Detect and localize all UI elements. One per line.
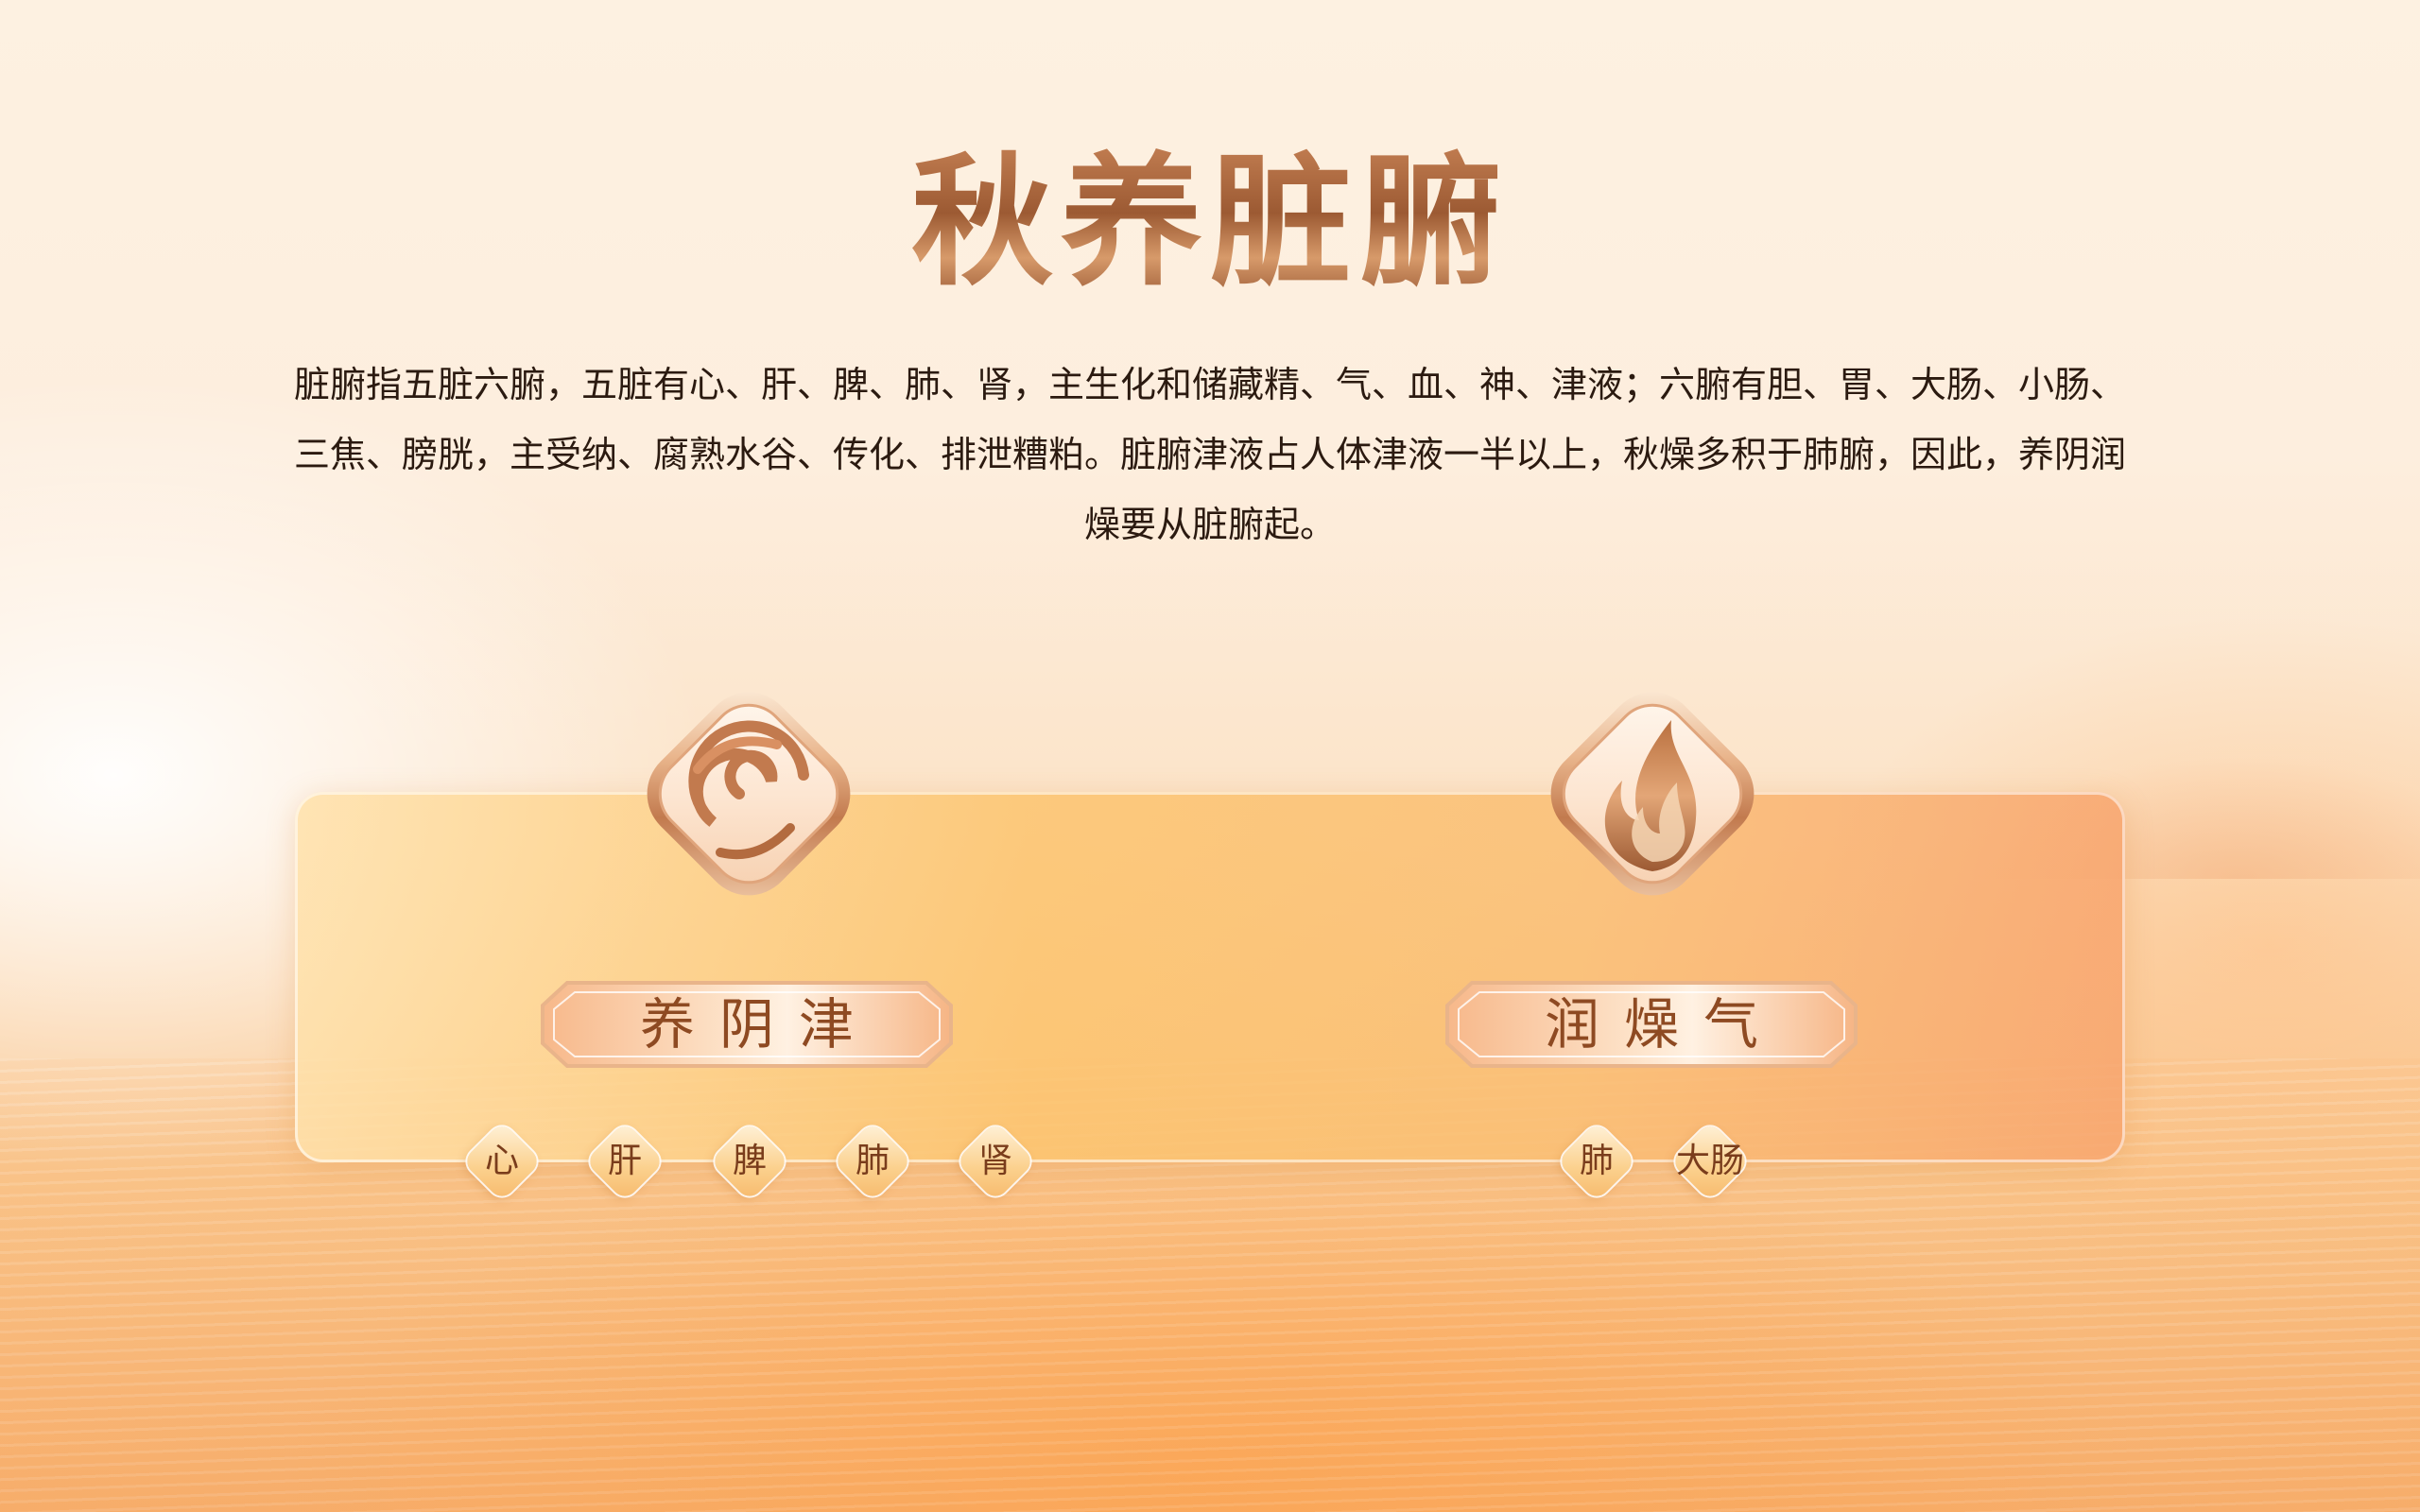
- organ-list-yin: 心 肝 脾 肺 肾: [461, 1121, 1047, 1202]
- section-label: 润燥气: [1544, 992, 1783, 1057]
- swirl-icon: [607, 652, 890, 936]
- organ-badge: 大肠: [1669, 1121, 1751, 1202]
- organ-list-dryness: 肺 大肠: [1556, 1121, 1783, 1202]
- flame-icon: [1511, 652, 1794, 936]
- section-label: 养阴津: [639, 992, 878, 1057]
- organ-badge: 心: [461, 1121, 543, 1202]
- organ-badge: 脾: [709, 1121, 790, 1202]
- section-plaque-nourish-yin: 养阴津: [539, 979, 955, 1070]
- organ-badge: 肺: [832, 1121, 913, 1202]
- organ-badge: 肺: [1556, 1121, 1637, 1202]
- page-title: 秋养脏腑: [0, 132, 2420, 312]
- organ-badge: 肝: [584, 1121, 666, 1202]
- organ-badge: 肾: [955, 1121, 1036, 1202]
- content-panel: [295, 792, 2125, 1162]
- section-plaque-moisten-dryness: 润燥气: [1443, 979, 1859, 1070]
- page-description: 脏腑指五脏六腑，五脏有心、肝、脾、肺、肾，主生化和储藏精、气、血、神、津液；六腑…: [293, 364, 2126, 545]
